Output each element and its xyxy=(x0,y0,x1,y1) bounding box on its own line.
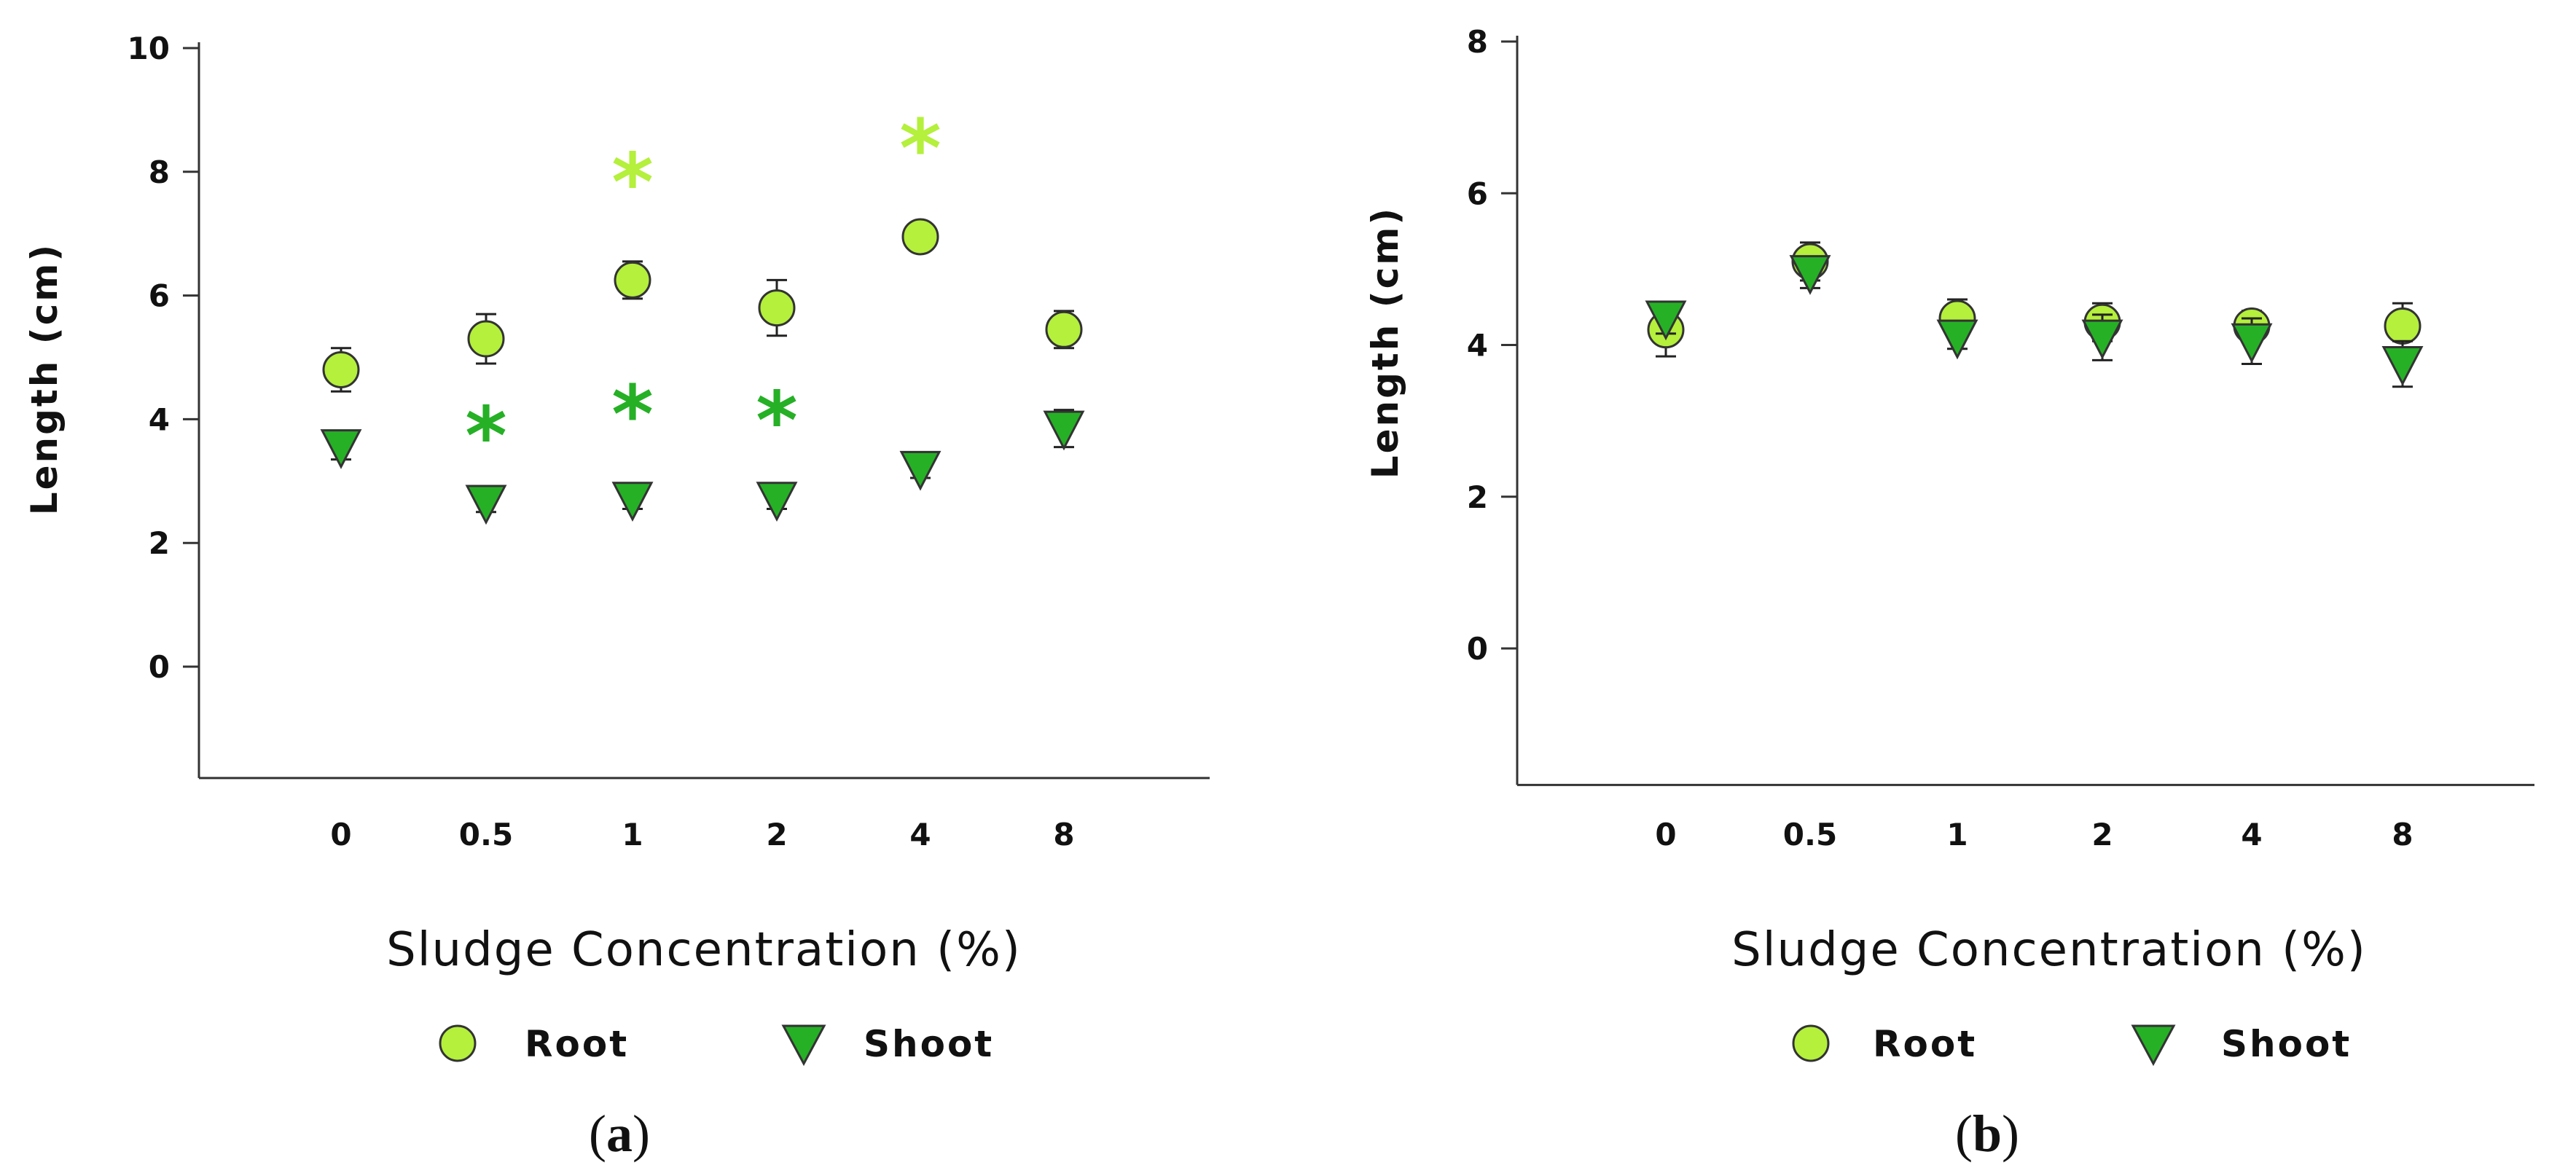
panel-a-root-point xyxy=(1045,310,1083,348)
panel-a-shoot-point xyxy=(465,485,507,525)
panel-a-x-tick-label: 2 xyxy=(766,817,787,852)
panel-a-shoot-point xyxy=(1043,410,1085,451)
panel-a-y-tick-label: 0 xyxy=(149,649,170,685)
panel-a-shoot-point xyxy=(899,450,941,491)
panel-a-legend-shoot-marker xyxy=(781,1024,826,1067)
panel-a-x-tick-label: 0.5 xyxy=(459,817,513,852)
panel-b-chart: 0 2 4 6 8 0 0.5 1 2 4 8 Length (cm) Sludge Concentra… xyxy=(1364,24,2534,1163)
panel-b-legend-root-label: Root xyxy=(1873,1023,1977,1065)
panel-a-shoot-significance-star: * xyxy=(756,374,798,467)
panel-a-y-axis-title: Length (cm) xyxy=(23,243,66,516)
panel-a-legend-shoot-label: Shoot xyxy=(864,1023,994,1065)
panel-b-x-axis-title: Sludge Concentration (%) xyxy=(1731,923,2367,977)
panel-b-label: (b) xyxy=(1955,1105,2019,1163)
panel-b-y-tick-label: 6 xyxy=(1467,176,1488,211)
panel-b-shoot-point xyxy=(2381,346,2424,386)
panel-a-y-tick-label: 8 xyxy=(149,154,170,190)
panel-a-x-tick-label: 0 xyxy=(330,817,351,852)
panel-a-root-point xyxy=(614,261,651,299)
panel-b-shoot-point xyxy=(2231,323,2273,364)
panel-b-legend-shoot-label: Shoot xyxy=(2221,1023,2352,1065)
panel-b-shoot-point xyxy=(1936,319,1978,360)
panel-b-y-tick-label: 2 xyxy=(1467,479,1488,515)
panel-a-y-tick-label: 4 xyxy=(149,401,170,437)
panel-b-y-tick-label: 0 xyxy=(1467,631,1488,667)
panel-b-x-tick-label: 2 xyxy=(2091,817,2113,852)
panel-a-shoot-significance-star: * xyxy=(465,390,507,483)
panel-b-shoot-point xyxy=(1789,255,1831,295)
panel-b-x-tick-label: 1 xyxy=(1946,817,1968,852)
panel-b-legend-shoot-marker xyxy=(2131,1024,2176,1067)
panel-a-label-letter: a xyxy=(606,1105,633,1163)
panel-a-root-point xyxy=(901,218,939,256)
panel-a-x-tick-label: 8 xyxy=(1053,817,1074,852)
panel-b-label-letter: b xyxy=(1973,1105,2002,1163)
panel-a-x-tick-label: 1 xyxy=(622,817,643,852)
panel-a-root-point xyxy=(467,320,505,358)
panel-a-shoot-point xyxy=(320,429,362,469)
panel-a-root-significance-star: * xyxy=(611,136,654,230)
panel-a-y-tick-label: 6 xyxy=(149,278,170,314)
panel-b-shoot-point xyxy=(2081,319,2123,360)
panel-b-y-tick-label: 4 xyxy=(1467,328,1488,364)
panel-a-shoot-significance-star: * xyxy=(611,368,654,461)
panel-a-y-tick-label: 2 xyxy=(149,525,170,561)
panel-b-y-tick-label: 8 xyxy=(1467,24,1488,60)
panel-b-shoot-point xyxy=(1645,300,1687,341)
panel-b-x-tick-label: 8 xyxy=(2392,817,2413,852)
panel-a-shoot-point xyxy=(756,482,798,522)
panel-a-label: (a) xyxy=(589,1105,650,1163)
panel-b-x-tick-label: 0 xyxy=(1655,817,1676,852)
panel-a-root-significance-star: * xyxy=(899,102,941,195)
panel-a-x-tick-label: 4 xyxy=(909,817,931,852)
panel-b-x-tick-label: 0.5 xyxy=(1783,817,1837,852)
panel-a-root-point xyxy=(322,350,360,388)
panel-a-root-point xyxy=(758,289,796,327)
panel-a-x-axis-title: Sludge Concentration (%) xyxy=(386,923,1022,977)
panel-a-chart: 0 2 4 6 8 10 0 0.5 1 2 4 8 Length (cm) Sludge Concent… xyxy=(23,31,1210,1163)
panel-b-root-point xyxy=(2384,307,2422,345)
panel-b-x-tick-label: 4 xyxy=(2241,817,2262,852)
panel-a-legend-root-marker xyxy=(439,1024,477,1062)
panel-a-y-tick-label: 10 xyxy=(128,31,170,66)
panel-a-legend-root-label: Root xyxy=(525,1023,629,1065)
panel-a-shoot-point xyxy=(611,482,654,522)
panel-b-y-axis-title: Length (cm) xyxy=(1364,206,1406,479)
panel-b-legend-root-marker xyxy=(1792,1024,1830,1062)
